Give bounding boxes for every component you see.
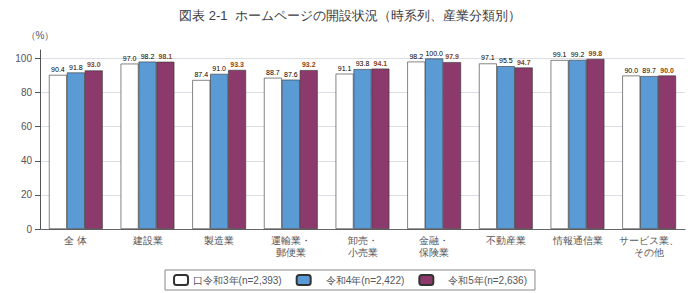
svg-text:情報通信業: 情報通信業 xyxy=(552,235,603,246)
svg-text:建設業: 建設業 xyxy=(132,235,163,246)
svg-text:97.1: 97.1 xyxy=(481,54,495,61)
svg-text:87.6: 87.6 xyxy=(284,71,298,78)
svg-text:40: 40 xyxy=(21,155,33,166)
svg-text:保険業: 保険業 xyxy=(419,247,449,258)
svg-text:令和4年(n=2,422): 令和4年(n=2,422) xyxy=(316,275,405,286)
svg-text:運輸業・: 運輸業・ xyxy=(271,235,311,246)
svg-text:郵便業: 郵便業 xyxy=(276,247,306,258)
svg-text:小売業: 小売業 xyxy=(348,247,378,258)
svg-text:87.4: 87.4 xyxy=(194,71,208,78)
svg-text:100: 100 xyxy=(15,53,32,64)
svg-text:全 体: 全 体 xyxy=(64,235,87,246)
svg-text:93.3: 93.3 xyxy=(230,61,244,68)
svg-text:（%）: （%） xyxy=(26,30,55,41)
svg-text:97.0: 97.0 xyxy=(123,55,137,62)
svg-text:98.2: 98.2 xyxy=(141,53,155,60)
svg-text:94.1: 94.1 xyxy=(374,60,388,67)
svg-text:90.4: 90.4 xyxy=(51,66,65,73)
svg-text:93.2: 93.2 xyxy=(302,61,316,68)
svg-text:89.7: 89.7 xyxy=(642,67,656,74)
svg-text:0: 0 xyxy=(26,224,32,235)
svg-text:卸売・: 卸売・ xyxy=(348,235,378,246)
svg-text:98.2: 98.2 xyxy=(409,53,423,60)
svg-text:令和5年(n=2,636): 令和5年(n=2,636) xyxy=(438,275,527,286)
svg-text:95.5: 95.5 xyxy=(499,57,513,64)
svg-text:91.1: 91.1 xyxy=(338,65,352,72)
svg-text:図表 2-1 ホームページの開設状況（時系列、産業分類別）: 図表 2-1 ホームページの開設状況（時系列、産業分類別） xyxy=(179,8,521,23)
svg-text:88.7: 88.7 xyxy=(266,69,280,76)
svg-text:97.9: 97.9 xyxy=(445,53,459,60)
svg-text:98.1: 98.1 xyxy=(159,53,173,60)
svg-text:94.7: 94.7 xyxy=(517,59,531,66)
svg-text:91.8: 91.8 xyxy=(69,64,83,71)
svg-text:20: 20 xyxy=(21,189,33,200)
svg-text:100.0: 100.0 xyxy=(425,50,443,57)
svg-text:99.8: 99.8 xyxy=(589,50,603,57)
svg-text:93.0: 93.0 xyxy=(87,61,101,68)
svg-text:60: 60 xyxy=(21,121,33,132)
svg-text:サービス業、: サービス業、 xyxy=(619,235,679,246)
svg-text:99.2: 99.2 xyxy=(571,51,585,58)
svg-text:90.0: 90.0 xyxy=(624,67,638,74)
svg-text:93.8: 93.8 xyxy=(356,60,370,67)
svg-text:80: 80 xyxy=(21,87,33,98)
svg-text:その他: その他 xyxy=(634,247,664,258)
svg-text:90.0: 90.0 xyxy=(660,67,674,74)
svg-text:不動産業: 不動産業 xyxy=(486,235,526,246)
svg-text:製造業: 製造業 xyxy=(204,235,234,246)
svg-text:99.1: 99.1 xyxy=(553,51,567,58)
svg-text:金融・: 金融・ xyxy=(419,235,449,246)
svg-text:91.0: 91.0 xyxy=(212,65,226,72)
svg-text:口令和3年(n=2,393): 口令和3年(n=2,393) xyxy=(193,275,282,286)
